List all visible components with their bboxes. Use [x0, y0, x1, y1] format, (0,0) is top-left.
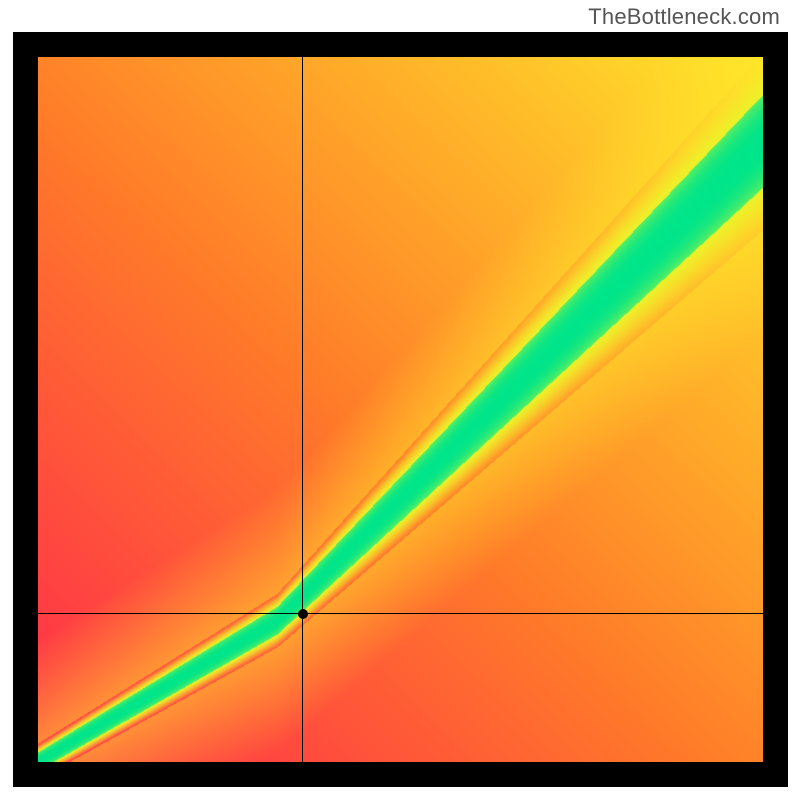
selected-point-marker — [298, 609, 308, 619]
watermark-label: TheBottleneck.com — [588, 4, 780, 30]
plot-border — [13, 32, 788, 787]
crosshair-horizontal — [38, 613, 763, 614]
crosshair-vertical — [302, 57, 303, 762]
bottleneck-heatmap — [38, 57, 763, 762]
